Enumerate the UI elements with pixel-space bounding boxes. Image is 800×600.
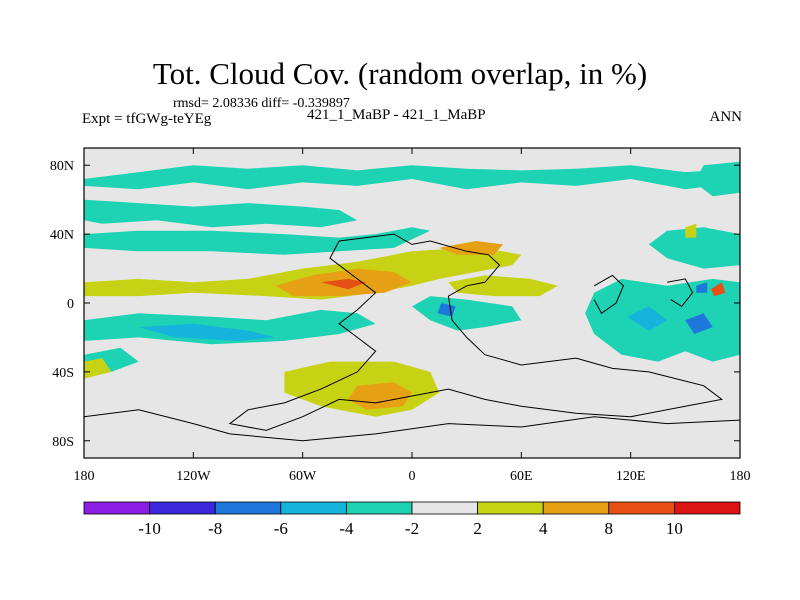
lon-tick-label: 180 [74, 469, 95, 484]
lon-tick-label: 0 [409, 469, 416, 484]
colorbar-swatch [477, 501, 544, 515]
region-south-tropic-deeper [138, 323, 276, 341]
lon-tick-label: 60E [510, 469, 533, 484]
colorbar-label: -4 [339, 519, 354, 538]
region-north-pacific-east-negative [694, 161, 740, 197]
colorbar-swatch [214, 501, 282, 515]
colorbar-swatch [280, 501, 347, 515]
region-maritime-blue-spot [685, 313, 713, 334]
colorbar-swatch [149, 501, 216, 515]
colorbar-swatch [411, 501, 478, 515]
region-atlantic-orange [439, 241, 504, 255]
season-label: ANN [709, 109, 743, 125]
colorbar-label: -6 [274, 519, 288, 538]
colorbar-label: 10 [666, 519, 683, 538]
colorbar-label: -8 [208, 519, 222, 538]
stats-label: rmsd= 2.08336 diff= -0.339897 [173, 96, 350, 111]
colorbar-label: 2 [473, 519, 482, 538]
region-tropical-atlantic-positive [84, 247, 522, 300]
page-title: Tot. Cloud Cov. (random overlap, in %) [152, 56, 648, 91]
region-west-pacific-yellow [84, 358, 112, 379]
colorbar-swatch [345, 501, 413, 515]
colorbar-label: -2 [405, 519, 419, 538]
region-tropical-red-spot [320, 278, 367, 290]
colorbar-label: 4 [539, 519, 548, 538]
coastline-continent-south [83, 409, 741, 442]
colorbar: -10 -8 -6 -4 -2 2 4 8 10 [83, 501, 741, 538]
experiment-label: Expt = tfGWg-teYEg [82, 111, 212, 127]
colorbar-label: -10 [138, 519, 161, 538]
coastline-island-east [593, 274, 624, 315]
colorbar-swatch [608, 501, 675, 515]
coastline-layer [83, 233, 741, 442]
region-east-pacific-red [710, 282, 726, 297]
region-midlat-negative-band [84, 227, 431, 255]
case-label: 421_1_MaBP - 421_1_MaBP [307, 107, 486, 123]
region-africa-negative [412, 296, 522, 331]
colorbar-label: 8 [605, 519, 614, 538]
coastline-island-east-2 [667, 278, 694, 308]
colorbar-swatch [83, 501, 150, 515]
lon-tick-label: 60W [289, 469, 317, 484]
region-indo-blue-spot [627, 306, 668, 331]
region-south-ocean-orange [348, 382, 412, 410]
region-south-tropic-negative [84, 309, 376, 345]
region-pacific-west-negative [648, 227, 740, 269]
region-east-pacific-blue [696, 282, 708, 293]
colorbar-swatch [674, 501, 741, 515]
coastline-continent-north [228, 233, 724, 431]
lon-tick-label: 120W [176, 469, 211, 484]
lon-tick-label: 120E [616, 469, 646, 484]
colorbar-swatch [542, 501, 610, 515]
lat-tick-label: 40N [50, 228, 74, 243]
lat-tick-label: 80S [52, 435, 74, 450]
tick-layer: 180 120W 60W 0 60E 120E 180 80N 40N 0 40S 80S [50, 148, 751, 484]
region-north-atlantic-negative [84, 199, 358, 228]
map-plot-area [84, 148, 740, 458]
lat-tick-label: 40S [52, 366, 74, 381]
lon-tick-label: 180 [730, 469, 751, 484]
region-arctic-negative-band [84, 165, 740, 190]
region-east-pacific-yellow [685, 223, 697, 238]
lat-tick-label: 80N [50, 159, 74, 174]
lat-tick-label: 0 [67, 297, 74, 312]
region-sahel-positive [448, 275, 558, 297]
